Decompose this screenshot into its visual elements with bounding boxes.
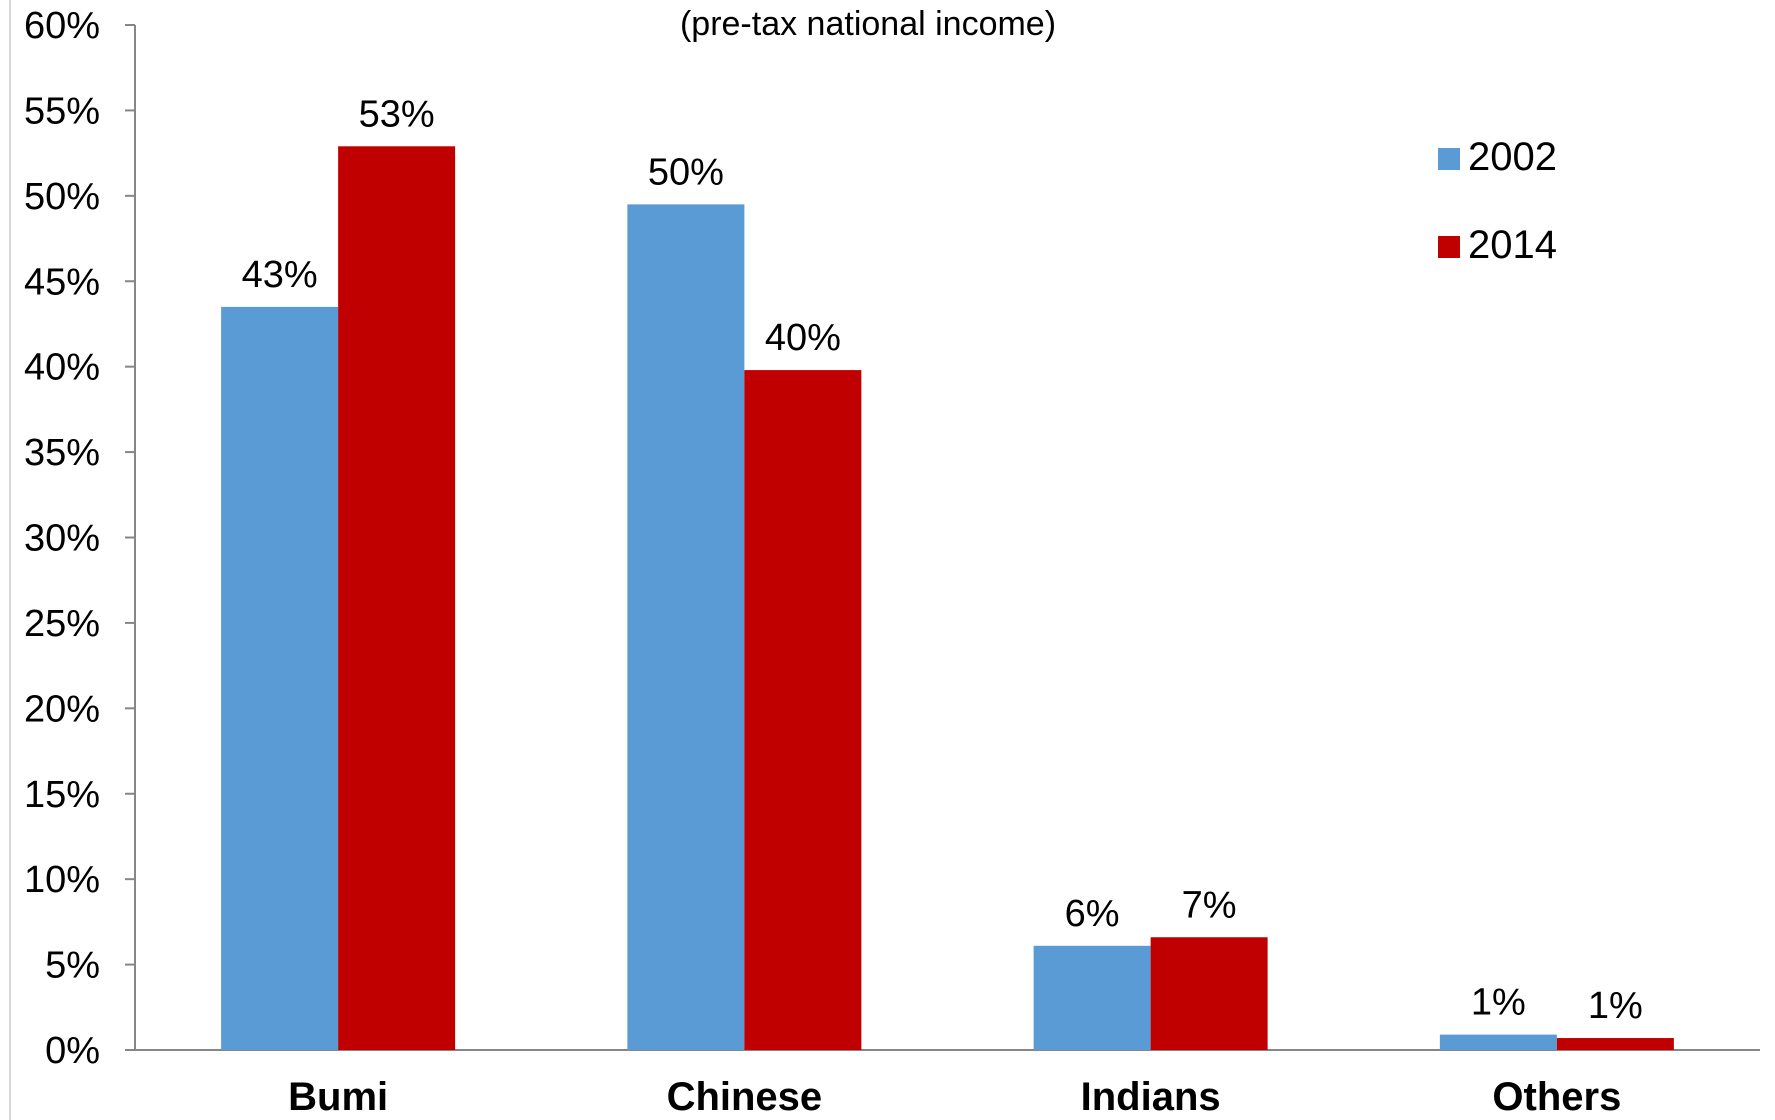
y-tick-label: 10% (24, 859, 100, 901)
bar-2014-chinese (744, 370, 862, 1050)
y-tick-label: 25% (24, 603, 100, 645)
y-tick-label: 0% (45, 1030, 100, 1072)
legend-swatch-2014 (1438, 236, 1460, 258)
y-tick-label: 20% (24, 688, 100, 730)
bar-2014-bumi (338, 146, 456, 1050)
data-label-2014-others: 1% (1588, 985, 1643, 1027)
y-tick-label: 60% (24, 5, 100, 47)
y-tick-label: 40% (24, 347, 100, 389)
x-axis: Bumi Chinese Indians Others (135, 1049, 1760, 1119)
chart-subtitle: (pre-tax national income) (680, 5, 1056, 43)
legend-swatch-2002 (1438, 148, 1460, 170)
data-label-2002-chinese: 50% (648, 151, 724, 193)
y-tick-label: 45% (24, 261, 100, 303)
bar-2014-indians (1150, 937, 1268, 1050)
data-label-2014-bumi: 53% (359, 93, 435, 135)
x-tick-label-bumi: Bumi (288, 1075, 388, 1119)
data-labels: 43% 53% 50% 40% 6% 7% 1% 1% (242, 93, 1643, 1027)
x-tick-label-chinese: Chinese (667, 1075, 823, 1119)
data-label-2002-bumi: 43% (242, 254, 318, 296)
bar-2002-bumi (221, 306, 339, 1050)
x-tick-label-others: Others (1492, 1075, 1621, 1119)
y-tick-label: 35% (24, 432, 100, 474)
bar-2014-others (1556, 1038, 1674, 1050)
y-tick-label: 30% (24, 518, 100, 560)
x-tick-label-indians: Indians (1081, 1075, 1221, 1119)
y-tick-label: 5% (45, 945, 100, 987)
data-label-2014-indians: 7% (1182, 884, 1237, 926)
y-tick-label: 50% (24, 176, 100, 218)
data-label-2002-indians: 6% (1065, 893, 1120, 935)
y-tick-label: 15% (24, 774, 100, 816)
legend-label-2014: 2014 (1468, 223, 1557, 267)
bars (221, 146, 1674, 1050)
y-axis: 0% 5% 10% 15% 20% 25% 30% 35% 40% 45% 50% 55% 60% (24, 5, 136, 1072)
bar-2002-others (1439, 1034, 1557, 1050)
data-label-2014-chinese: 40% (765, 317, 841, 359)
bar-2002-chinese (627, 204, 745, 1050)
data-label-2002-others: 1% (1471, 982, 1526, 1024)
legend: 2002 2014 (1438, 135, 1557, 267)
bar-2002-indians (1033, 945, 1151, 1050)
y-tick-label: 55% (24, 90, 100, 132)
legend-label-2002: 2002 (1468, 135, 1557, 179)
